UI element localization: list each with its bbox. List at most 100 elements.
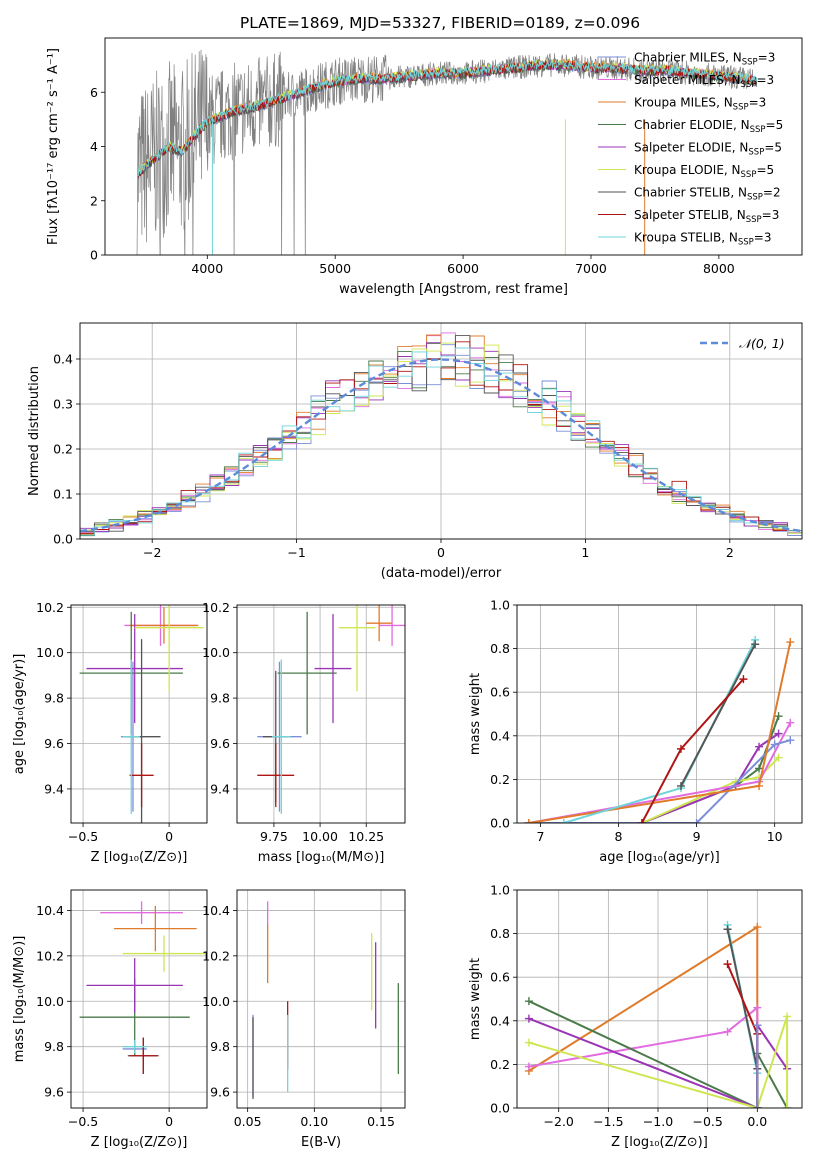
plus-marker [774, 729, 783, 738]
plus-marker [676, 781, 685, 790]
plus-marker [723, 960, 732, 969]
y-tick-label: 0.1 [53, 487, 73, 502]
series-line [528, 1016, 789, 1108]
y-axis-label: mass weight [468, 958, 483, 1040]
x-axis-label: wavelength [Angstrom, rest frame] [339, 282, 568, 297]
plus-marker [770, 740, 779, 749]
series-line [528, 739, 791, 823]
x-tick-label: −0.5 [68, 829, 98, 844]
legend-label: Chabrier ELODIE, NSSP=5 [634, 118, 783, 135]
y-tick-label: 0.6 [490, 970, 510, 985]
model-spectrum-kroupa-stelib [137, 58, 758, 177]
errorbar-point [379, 605, 405, 646]
y-tick-label: 9.4 [44, 781, 64, 796]
y-tick-label: 10.2 [36, 948, 64, 963]
plus-marker [676, 744, 685, 753]
y-axis-label: Normed distribution [27, 366, 42, 496]
series-line [680, 643, 757, 787]
plus-marker [637, 819, 646, 823]
series-salpeter-stelib [637, 675, 748, 823]
plus-marker [751, 640, 760, 649]
y-tick-label: 0.0 [490, 816, 510, 831]
hist-chabrier-stelib [80, 335, 802, 533]
y-axis-label: mass weight [468, 673, 483, 755]
x-tick-label: 0.15 [367, 1114, 395, 1129]
legend-label: 𝒩(0, 1) [739, 336, 785, 351]
legend-label: Chabrier MILES, NSSP=3 [634, 51, 775, 68]
plus-marker [723, 925, 732, 934]
plot-frame [236, 889, 406, 1109]
x-axis-label: Z [log₁₀(Z/Z⊙)] [91, 1135, 188, 1150]
legend-label: Salpeter MILES, NSSP=3 [634, 73, 774, 90]
normal-curve [80, 358, 802, 533]
plot-frame [236, 604, 406, 824]
plot-area [79, 901, 206, 1074]
plus-marker [783, 1104, 792, 1108]
x-tick-label: 10.00 [302, 829, 338, 844]
series-chabrier-elodie [524, 712, 783, 823]
plus-marker [774, 753, 783, 762]
hist-kroupa-elodie [80, 342, 802, 534]
y-tick-label: 4 [90, 139, 98, 154]
x-tick-label: 0 [437, 545, 445, 560]
plus-marker [723, 1027, 732, 1036]
panel-mass_vs_Z: −0.5 0 9.6 9.8 10.0 10.2 10.4 Z [log₁₀(Z/Z⊙)] ma… [12, 889, 208, 1150]
y-tick-label: 0.0 [490, 1101, 510, 1116]
y-tick-label: 2 [90, 193, 98, 208]
plus-marker [524, 1014, 533, 1023]
y-tick-label: 9.8 [210, 1039, 230, 1054]
y-tick-label: 9.6 [44, 736, 64, 751]
x-axis-label: Z [log₁₀(Z/Z⊙)] [91, 850, 188, 865]
y-tick-label: 0.3 [53, 397, 73, 412]
plus-marker [755, 764, 764, 773]
x-tick-label: 10.25 [348, 829, 384, 844]
x-tick-label: 4000 [191, 261, 223, 276]
plus-marker [774, 712, 783, 721]
x-axis-label: E(B-V) [301, 1135, 341, 1150]
x-tick-label: 9 [693, 829, 701, 844]
errorbar-point [100, 901, 183, 925]
y-axis-label: Flux [fλ10⁻¹⁷ erg cm⁻² s⁻¹ A⁻¹] [46, 48, 61, 245]
plot-area [80, 332, 802, 537]
x-tick-label: −0.5 [68, 1114, 98, 1129]
y-tick-label: 6 [90, 85, 98, 100]
y-tick-label: 9.8 [210, 691, 230, 706]
series-chabrier-stelib [676, 640, 760, 790]
plot-frame [79, 322, 803, 540]
legend: Chabrier MILES, NSSP=3 Salpeter MILES, NS… [598, 51, 783, 248]
plot-frame [516, 889, 803, 1109]
panel-spectrum: 4000 5000 6000 7000 8000 0 2 4 6 wavelength [Angs… [46, 37, 803, 297]
legend-label: Chabrier STELIB, NSSP=2 [634, 186, 781, 203]
y-axis-label: age [log₁₀(age/yr)] [12, 654, 27, 775]
plot-frame [70, 604, 208, 824]
x-tick-label: −2 [143, 545, 161, 560]
errorbar-point [122, 935, 206, 972]
plot-area [524, 635, 795, 823]
y-tick-label: 1.0 [490, 883, 510, 898]
series-line [726, 963, 759, 1108]
series-kroupa-stelib [723, 920, 762, 1108]
y-tick-label: 10.2 [202, 600, 230, 615]
plus-marker [559, 819, 568, 823]
legend-label: Salpeter ELODIE, NSSP=5 [634, 141, 782, 158]
x-tick-label: 6000 [447, 261, 479, 276]
y-tick-label: 10.4 [36, 903, 64, 918]
x-tick-label: 5000 [319, 261, 351, 276]
x-tick-label: −1 [287, 545, 305, 560]
legend-label: Salpeter STELIB, NSSP=3 [634, 208, 779, 225]
x-axis-label: age [log₁₀(age/yr)] [599, 850, 720, 865]
x-tick-label: 0.0 [747, 1114, 767, 1129]
errorbar-point [129, 1037, 158, 1074]
errorbar-point [277, 611, 337, 735]
series-line [528, 722, 792, 823]
x-tick-label: 8 [615, 829, 623, 844]
errorbar-point [86, 614, 183, 724]
errorbar-point [129, 743, 154, 808]
plot-area [524, 920, 792, 1108]
y-tick-label: 10.2 [202, 948, 230, 963]
x-tick-label: −0.5 [692, 1114, 722, 1129]
plus-marker [786, 736, 795, 745]
x-tick-label: 7 [536, 829, 544, 844]
figure-title: PLATE=1869, MJD=53327, FIBERID=0189, z=0… [240, 14, 640, 32]
plus-marker [753, 1003, 762, 1012]
